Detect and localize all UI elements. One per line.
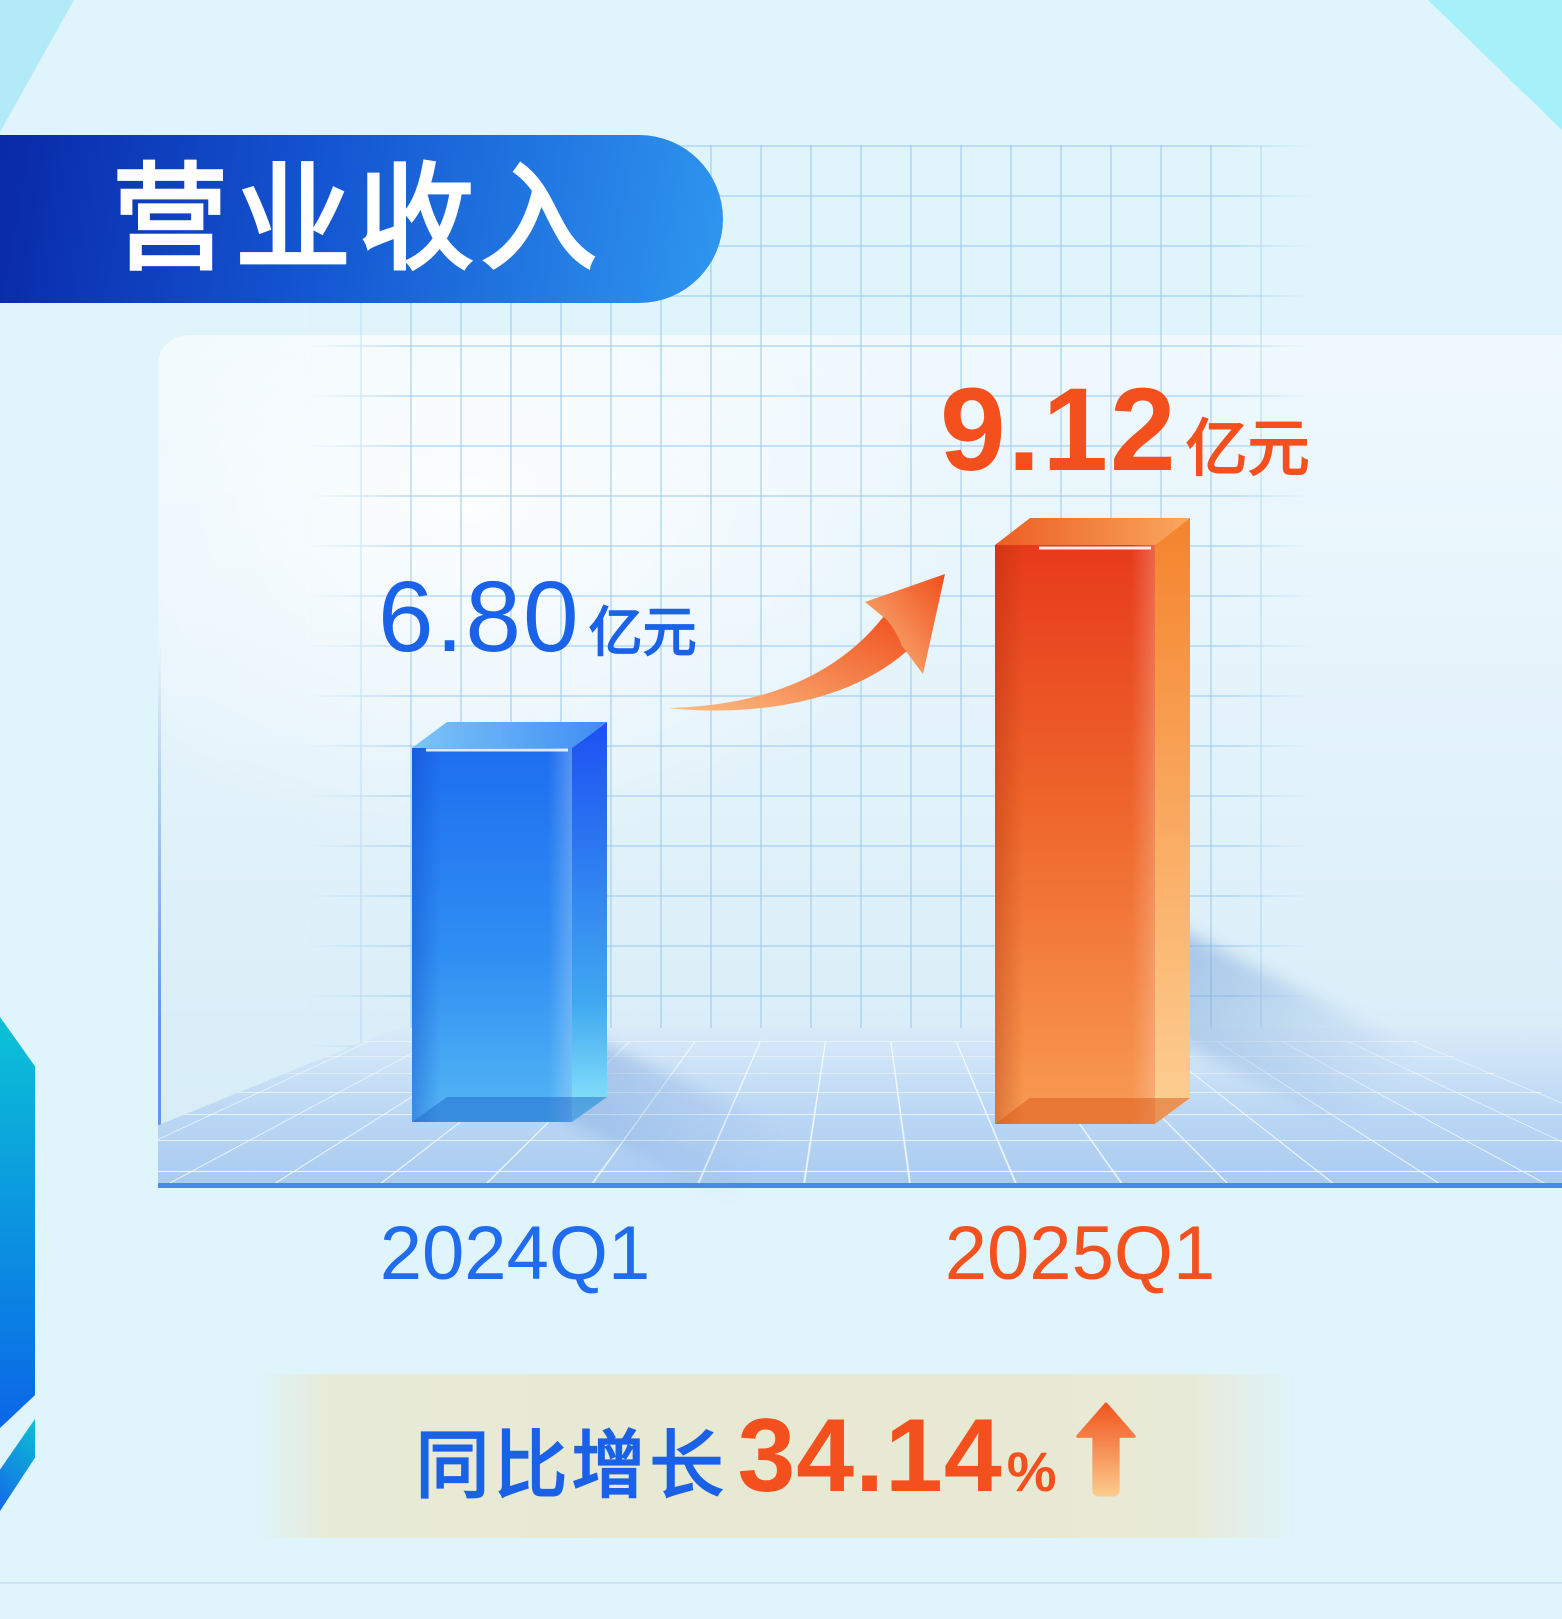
increase-arrow-shape [1075,1402,1136,1497]
top-right-corner-triangle [1428,0,1562,130]
bar-2024q1-top-face [412,722,607,748]
category-label-2025q1: 2025Q1 [944,1211,1216,1296]
chart-panel-left-border [158,640,161,1185]
growth-band: 同比增长 34.14 % [258,1374,1294,1538]
growth-value: 34.14 [737,1397,1003,1514]
bar-2025q1-top-face [995,518,1190,545]
growth-curve-arrow-icon [667,574,945,711]
increase-arrow-icon [1075,1402,1136,1497]
swoosh-head [865,574,945,674]
page-title: 营业收入 [112,154,604,284]
swoosh-body [667,612,908,711]
bar-2025q1-side-face [1155,518,1190,1124]
bar-2025q1-front-shade [995,545,1155,1124]
bar-2024q1 [412,722,607,1122]
unit-2024q1: 亿元 [588,603,697,663]
left-edge-accent-strip [0,1017,35,1428]
left-edge-accent-ribbon [0,1419,35,1511]
bottom-divider-line [0,1582,1562,1584]
bar-2024q1-bottom-face [412,1097,607,1122]
value-2025q1: 9.12 [940,364,1178,496]
value-2024q1: 6.80 [378,561,581,673]
category-label-2024q1: 2024Q1 [379,1211,651,1296]
value-label-2025q1: 9.12 亿元 [940,362,1310,498]
bar-2024q1-front-shade [412,748,572,1122]
bar-2024q1-side-face [572,722,607,1122]
bar-2025q1 [995,518,1190,1124]
value-label-2024q1: 6.80 亿元 [378,560,697,675]
title-banner: 营业收入 [0,135,723,303]
growth-statement: 同比增长 34.14 % [415,1397,1136,1516]
unit-2025q1: 亿元 [1185,415,1310,484]
growth-percent-sign: % [1006,1439,1057,1503]
top-left-corner-triangle [0,0,74,132]
bar-2025q1-bottom-face [995,1098,1190,1124]
floor-front-edge [158,1183,1562,1188]
growth-label: 同比增长 [415,1423,728,1507]
